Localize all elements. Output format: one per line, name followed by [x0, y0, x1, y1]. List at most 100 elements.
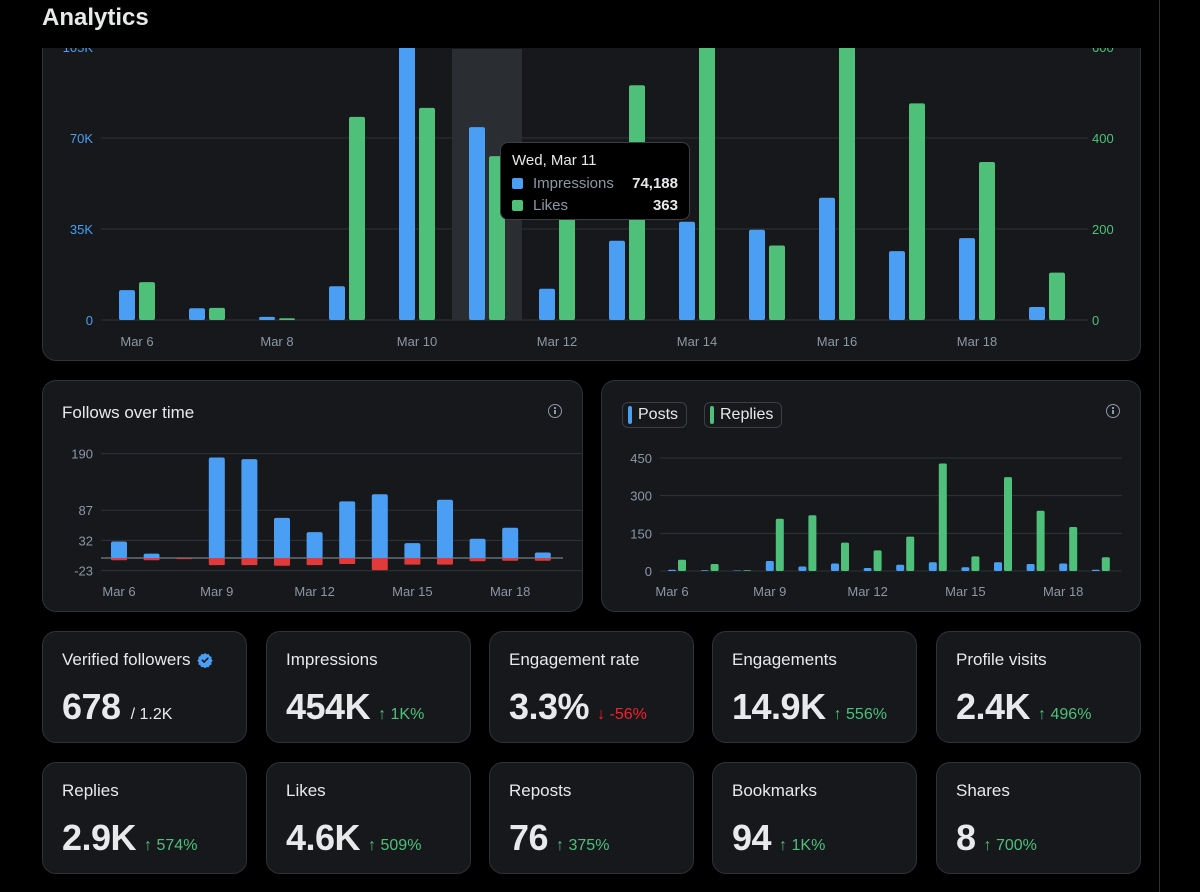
legend-replies-chip[interactable]: Replies	[704, 402, 783, 428]
replies-bar	[808, 515, 817, 571]
stat-change-text: 375%	[568, 837, 610, 854]
replies-bar	[841, 542, 849, 571]
replies-bar	[1036, 510, 1045, 571]
stat-card-likes[interactable]: Likes 4.6K ↑ 509%	[266, 762, 471, 874]
arrow-up-icon: ↑	[1038, 706, 1051, 723]
page-title: Analytics	[42, 4, 149, 31]
likes-swatch	[512, 200, 523, 211]
replies-bar	[873, 550, 882, 571]
stat-card-bookmarks[interactable]: Bookmarks 94 ↑ 1K%	[712, 762, 917, 874]
stat-value-row: 8 ↑ 700%	[956, 817, 1037, 859]
y-tick-label: 32	[79, 533, 93, 548]
stat-card-shares[interactable]: Shares 8 ↑ 700%	[936, 762, 1141, 874]
info-icon[interactable]	[1106, 404, 1120, 418]
stat-label-text: Likes	[286, 781, 326, 800]
likes-bar	[1049, 272, 1065, 320]
stat-label-text: Profile visits	[956, 650, 1047, 669]
impressions-bar	[189, 308, 205, 320]
stat-label: Shares	[956, 781, 1010, 801]
stat-change: ↑ 509%	[368, 837, 421, 855]
follows-bar	[306, 532, 323, 558]
follows-bar	[502, 527, 519, 558]
impressions-bar	[609, 240, 625, 320]
posts-bar	[1059, 563, 1068, 571]
stat-card-impressions[interactable]: Impressions 454K ↑ 1K%	[266, 631, 471, 743]
stat-label-text: Impressions	[286, 650, 378, 669]
stat-card-profile-visits[interactable]: Profile visits 2.4K ↑ 496%	[936, 631, 1141, 743]
stat-value: 2.9K	[62, 817, 137, 858]
stat-label-text: Replies	[62, 781, 119, 800]
stat-label: Replies	[62, 781, 119, 801]
stat-value-row: 678 / 1.2K	[62, 686, 172, 728]
right-tick-label: 400	[1092, 131, 1114, 146]
tooltip-date: Wed, Mar 11	[512, 152, 597, 169]
likes-bar	[139, 282, 155, 320]
posts-bar	[765, 560, 774, 571]
follows-bar	[208, 457, 225, 558]
x-axis-label: Mar 15	[945, 584, 985, 599]
x-axis-label: Mar 8	[260, 334, 293, 349]
likes-bar	[979, 162, 995, 320]
content-divider	[1159, 0, 1160, 892]
stat-card-engagement-rate[interactable]: Engagement rate 3.3% ↓ -56%	[489, 631, 694, 743]
likes-bar	[699, 0, 715, 320]
stat-value-row: 4.6K ↑ 509%	[286, 817, 421, 859]
stat-label: Likes	[286, 781, 326, 801]
stat-label: Profile visits	[956, 650, 1047, 670]
stat-change: ↓ -56%	[597, 706, 647, 724]
info-icon[interactable]	[548, 404, 562, 418]
likes-bar	[769, 245, 785, 320]
stat-change: ↑ 375%	[556, 837, 609, 855]
tooltip-value: 74,188	[632, 175, 678, 192]
impressions-bar	[329, 286, 345, 320]
likes-bar	[349, 116, 365, 320]
impressions-bar	[959, 238, 975, 320]
x-axis-label: Mar 18	[490, 584, 530, 599]
x-axis-label: Mar 14	[677, 334, 717, 349]
left-tick-label: 35K	[70, 222, 93, 237]
y-tick-label: -23	[74, 564, 93, 579]
left-tick-label: 70K	[70, 131, 93, 146]
stat-value: 8	[956, 817, 976, 858]
follows-bar	[339, 501, 356, 558]
stat-card-reposts[interactable]: Reposts 76 ↑ 375%	[489, 762, 694, 874]
legend-posts-label: Posts	[638, 406, 679, 423]
chart-tooltip: Wed, Mar 11 Impressions 74,188 Likes 363	[500, 142, 690, 220]
posts-bar	[994, 562, 1002, 571]
follows-card-title: Follows over time	[62, 403, 195, 422]
y-tick-label: 150	[630, 526, 652, 541]
follows-chart[interactable]: 190 87 32 -23 Mar 6 Mar 9 Mar 12 Mar 15 Mar 18	[43, 381, 584, 613]
unfollows-bar	[404, 558, 421, 565]
stat-label: Engagements	[732, 650, 837, 670]
posts-bar	[896, 564, 905, 571]
stat-change: ↑ 1K%	[378, 706, 424, 724]
replies-swatch	[710, 406, 714, 424]
stat-value-row: 76 ↑ 375%	[509, 817, 609, 859]
stat-value-row: 2.9K ↑ 574%	[62, 817, 197, 859]
x-axis-label: Mar 6	[102, 584, 135, 599]
right-tick-label: 200	[1092, 222, 1114, 237]
impressions-bar	[539, 288, 555, 320]
replies-bar	[971, 556, 980, 571]
stat-change-text: 556%	[846, 706, 887, 723]
stat-value: 14.9K	[732, 686, 826, 727]
stat-label-text: Shares	[956, 781, 1010, 800]
posts-bar	[1091, 569, 1100, 571]
x-axis-label: Mar 12	[847, 584, 887, 599]
stat-card-replies[interactable]: Replies 2.9K ↑ 574%	[42, 762, 247, 874]
stat-card-engagements[interactable]: Engagements 14.9K ↑ 556%	[712, 631, 917, 743]
stat-card-verified-followers[interactable]: Verified followers 678 / 1.2K	[42, 631, 247, 743]
stat-label-text: Verified followers	[62, 650, 191, 669]
posts-bar	[668, 569, 676, 571]
posts-bar	[1026, 563, 1035, 571]
impressions-bar	[399, 0, 415, 320]
x-axis-label: Mar 10	[397, 334, 437, 349]
y-tick-label: 190	[71, 447, 93, 462]
follows-bar	[143, 553, 160, 558]
tooltip-label: Likes	[533, 197, 569, 214]
unfollows-bar	[502, 558, 519, 561]
posts-bar	[961, 567, 970, 571]
legend-posts-chip[interactable]: Posts	[622, 402, 688, 428]
